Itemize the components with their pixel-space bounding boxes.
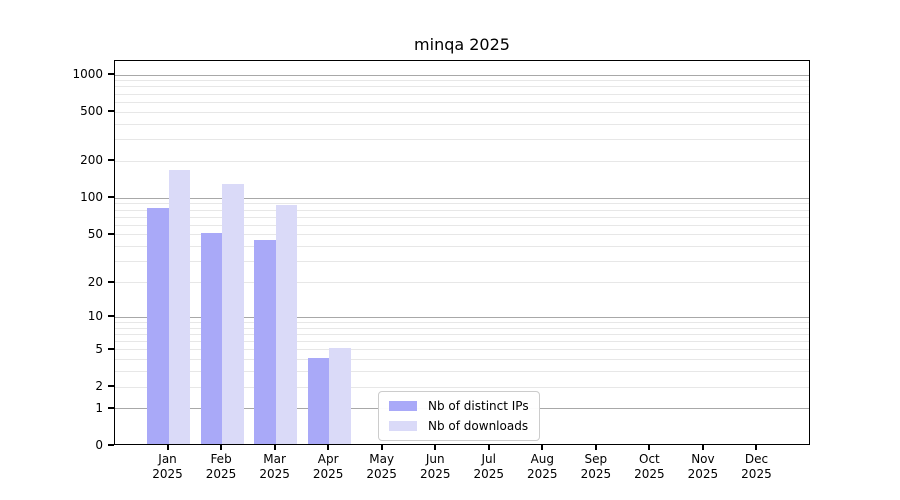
x-tick-label-mar: Mar 2025 [259,452,290,481]
y-tick-label: 1 [95,400,103,415]
y-tick-label: 200 [80,153,103,168]
gridline-major [115,74,809,76]
gridline-minor [115,282,809,283]
bar-downloads-feb [222,184,244,444]
bar-downloads-apr [329,347,351,444]
legend-item-distinct-ips: Nb of distinct IPs [389,399,529,413]
y-tick-label: 10 [87,309,103,324]
x-tick-label-jan: Jan 2025 [152,452,183,481]
y-tick-mark [108,110,114,113]
gridline-minor [115,371,809,373]
x-tick-label-jul: Jul 2025 [473,452,505,481]
y-tick-mark [108,347,114,350]
gridline-minor [115,349,809,351]
y-tick-label: 500 [80,104,103,119]
chart-title: minqa 2025 [414,35,510,54]
x-tick-label-nov: Nov 2025 [687,452,719,481]
gridline-minor [115,216,809,218]
y-tick-label: 1000 [72,67,103,81]
y-tick-label: 100 [80,190,103,205]
y-tick-mark [108,280,114,283]
y-tick-label: 0 [95,438,103,452]
gridline-minor [115,224,809,226]
x-tick-label-apr: Apr 2025 [312,452,344,481]
legend-label-distinct-ips: Nb of distinct IPs [428,399,529,413]
x-tick-label-oct: Oct 2025 [634,452,665,481]
gridline-minor [115,341,809,342]
gridline-minor [115,261,809,263]
bar-downloads-jan [168,169,191,444]
gridline-minor [115,123,809,125]
x-tick-mark [648,445,651,450]
gridline-minor [115,139,809,141]
gridline-minor [115,111,809,113]
legend-swatch-downloads [389,421,417,431]
x-tick-mark [434,445,437,450]
bar-distinct-ips-feb [200,232,223,444]
gridline-major [115,197,809,199]
x-tick-label-may: May 2025 [366,452,397,481]
gridline-minor [115,321,809,323]
y-tick-label: 5 [95,341,103,356]
gridline-minor [115,86,809,88]
gridline-minor [115,386,809,388]
gridline-minor [115,333,809,335]
gridline-minor [115,160,809,162]
x-tick-mark [541,445,544,450]
legend-label-downloads: Nb of downloads [428,419,529,433]
gridline-minor [115,246,809,248]
x-tick-mark [273,445,276,450]
gridline-minor [115,327,809,329]
legend: Nb of distinct IPs Nb of downloads [378,391,540,441]
y-tick-label: 20 [87,274,103,289]
x-tick-label-sep: Sep 2025 [580,452,612,481]
x-tick-mark [594,445,597,450]
y-tick-label: 2 [95,379,103,393]
bar-distinct-ips-apr [307,357,330,444]
gridline-minor [115,203,809,205]
bar-downloads-mar [275,204,298,444]
gridline-minor [115,234,809,236]
x-tick-label-dec: Dec 2025 [741,452,772,481]
x-tick-label-jun: Jun 2025 [419,452,451,481]
y-tick-mark [108,159,114,162]
y-tick-mark [108,385,114,387]
y-tick-mark [108,73,114,75]
x-tick-mark [220,445,223,450]
y-tick-mark [108,196,114,199]
y-tick-mark [108,444,114,446]
gridline-minor [115,101,809,103]
x-tick-mark [380,445,383,450]
x-tick-mark [701,445,704,450]
x-tick-mark [327,445,330,450]
gridline-minor [115,209,809,211]
gridline-minor [115,93,809,95]
x-tick-mark [755,445,758,450]
plot-area: Nb of distinct IPs Nb of downloads [114,60,810,445]
x-tick-label-aug: Aug 2025 [527,452,558,481]
x-tick-label-feb: Feb 2025 [205,452,237,481]
x-tick-mark [487,445,490,450]
gridline-minor [115,359,809,361]
bar-distinct-ips-jan [147,208,169,444]
y-tick-mark [108,406,114,409]
gridline-major [115,316,809,318]
y-tick-label: 50 [87,226,103,241]
legend-swatch-distinct-ips [389,401,417,411]
gridline-minor [115,80,809,82]
legend-item-downloads: Nb of downloads [389,419,529,433]
y-tick-mark [108,232,114,235]
y-tick-mark [108,315,114,318]
x-tick-mark [166,445,169,450]
bar-distinct-ips-mar [254,239,276,444]
